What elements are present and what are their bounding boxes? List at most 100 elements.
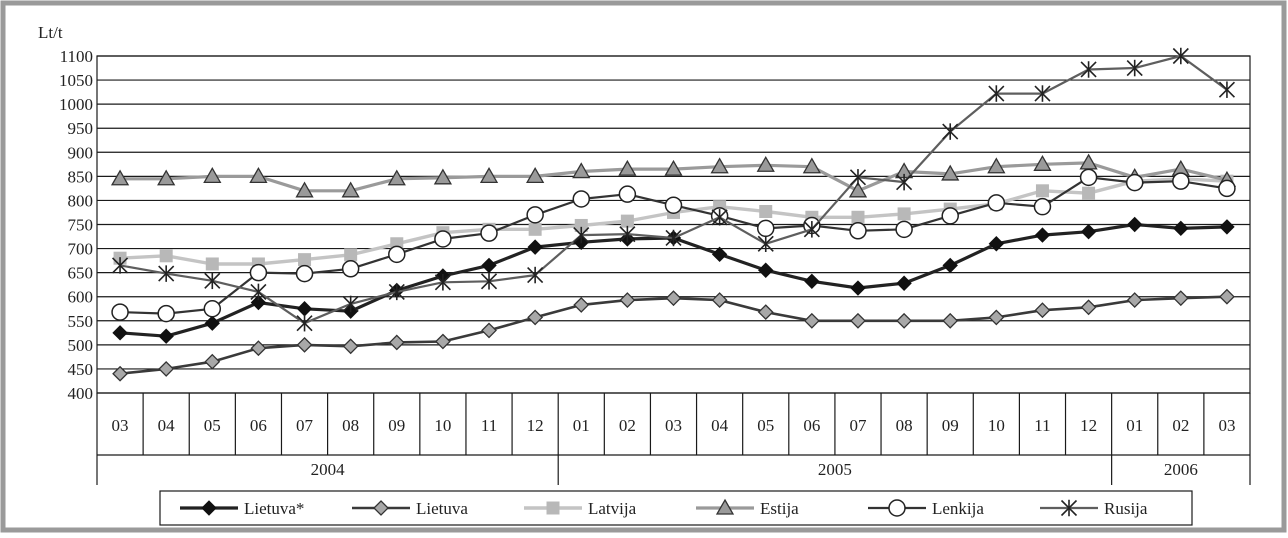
legend-item-rusija: Rusija (1040, 499, 1148, 518)
data-point-diamond-gray (112, 365, 128, 382)
y-tick-label: 850 (68, 167, 94, 186)
data-point-star (1218, 81, 1236, 98)
data-point-star (434, 274, 451, 291)
data-point-circle (1033, 197, 1052, 216)
y-axis-label: Lt/t (38, 23, 63, 42)
x-tick-label: 08 (342, 416, 359, 435)
data-point-triangle (249, 167, 268, 184)
data-point-star (111, 257, 129, 274)
y-tick-label: 650 (68, 264, 94, 283)
data-point-diamond-gray (527, 309, 544, 326)
data-point-diamond-filled (988, 236, 1005, 252)
x-tick-label: 03 (665, 416, 682, 435)
data-point-circle (664, 196, 683, 214)
data-point-star (527, 266, 544, 284)
data-point-circle (434, 230, 452, 248)
data-point-circle (1172, 172, 1190, 190)
y-tick-label: 550 (68, 312, 94, 331)
data-point-diamond-gray (803, 312, 820, 329)
x-tick-label: 10 (988, 416, 1005, 435)
y-tick-label: 750 (68, 216, 94, 235)
data-point-triangle (526, 167, 545, 184)
data-point-square (528, 222, 542, 236)
data-point-circle (756, 219, 775, 238)
data-point-diamond-filled (250, 294, 267, 311)
data-point-diamond-filled (527, 239, 543, 255)
x-tick-label: 03 (112, 416, 129, 435)
year-label: 2004 (311, 460, 346, 479)
y-tick-label: 450 (68, 360, 94, 379)
data-point-triangle (664, 159, 683, 176)
y-tick-label: 400 (68, 384, 94, 403)
legend-label: Lenkija (932, 499, 984, 518)
x-tick-label: 09 (388, 416, 405, 435)
data-point-diamond-gray (988, 309, 1005, 326)
data-point-square (159, 249, 173, 263)
x-tick-label: 04 (158, 416, 176, 435)
x-tick-label: 07 (296, 416, 314, 435)
data-point-square (1035, 184, 1049, 198)
x-tick-label: 09 (942, 416, 959, 435)
data-point-triangle (941, 164, 960, 181)
data-point-square (298, 253, 312, 267)
legend-box (159, 490, 1193, 526)
data-point-circle (526, 206, 544, 224)
data-point-star (849, 169, 867, 186)
data-point-diamond-gray (296, 336, 313, 353)
data-point-circle (572, 190, 591, 208)
data-point-triangle (110, 169, 130, 186)
data-point-circle (157, 304, 175, 323)
data-point-diamond-gray (342, 338, 359, 355)
data-point-square (897, 207, 911, 221)
data-point-star (573, 226, 590, 244)
data-point-star (665, 229, 682, 247)
data-point-diamond-gray (896, 312, 913, 329)
series-rusija (111, 47, 1236, 332)
data-point-circle (987, 194, 1006, 212)
data-point-star (1034, 85, 1051, 102)
data-point-diamond-gray (850, 312, 866, 329)
data-point-square (1082, 186, 1096, 200)
year-label: 2006 (1164, 460, 1198, 479)
data-point-diamond-filled (711, 246, 728, 263)
y-tick-label: 700 (68, 240, 94, 259)
data-point-diamond-filled (758, 262, 774, 278)
legend-item-lietuva: Lietuva* (180, 499, 304, 518)
data-point-diamond-gray (573, 296, 590, 313)
data-point-square (851, 210, 865, 224)
x-tick-label: 10 (434, 416, 451, 435)
data-point-triangle (479, 167, 499, 184)
data-point-diamond-gray (373, 500, 389, 516)
data-point-diamond-gray (942, 312, 959, 329)
data-point-diamond-gray (1219, 288, 1235, 305)
data-point-diamond-filled (804, 273, 820, 290)
data-point-triangle (295, 181, 314, 198)
data-point-star (1126, 59, 1143, 77)
data-point-diamond-gray (250, 340, 267, 357)
y-axis-ticks: 400 450 500 550 600 650 700 750 800 850 900 950 1000… (59, 47, 93, 403)
data-point-square (546, 501, 560, 515)
data-point-diamond-filled (942, 257, 958, 274)
data-point-diamond-filled (1080, 224, 1097, 240)
data-point-diamond-gray (481, 322, 497, 339)
data-point-star (1060, 499, 1078, 517)
data-point-circle (249, 263, 268, 282)
legend: Lietuva* Lietuva Latvija Estija Lenkija Rusij… (159, 490, 1193, 526)
data-point-star (1080, 61, 1097, 78)
data-point-star (711, 209, 728, 226)
x-tick-label: 05 (757, 416, 774, 435)
x-tick-label: 05 (204, 416, 221, 435)
legend-item-lietuva: Lietuva (352, 499, 468, 518)
data-point-diamond-filled (201, 500, 217, 516)
data-point-diamond-filled (1126, 216, 1143, 233)
data-point-diamond-gray (711, 292, 728, 309)
legend-label: Lietuva (416, 499, 468, 518)
legend-label: Lietuva* (244, 499, 304, 518)
data-point-square (205, 257, 219, 271)
data-point-triangle (1033, 155, 1052, 171)
data-point-circle (1218, 179, 1236, 198)
x-tick-label: 12 (527, 416, 544, 435)
data-point-circle (480, 224, 498, 242)
